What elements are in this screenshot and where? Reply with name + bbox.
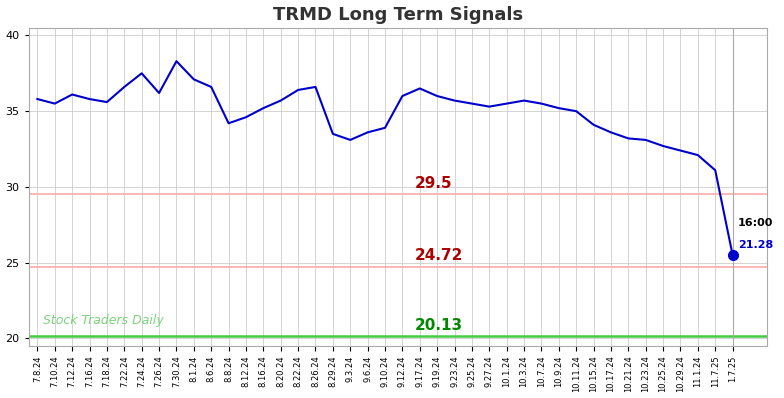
- Text: 20.13: 20.13: [415, 318, 463, 332]
- Title: TRMD Long Term Signals: TRMD Long Term Signals: [273, 6, 523, 23]
- Text: 16:00: 16:00: [738, 218, 773, 228]
- Text: Stock Traders Daily: Stock Traders Daily: [43, 314, 164, 327]
- Text: 24.72: 24.72: [415, 248, 463, 263]
- Text: 29.5: 29.5: [415, 176, 452, 191]
- Text: 21.28: 21.28: [738, 240, 773, 250]
